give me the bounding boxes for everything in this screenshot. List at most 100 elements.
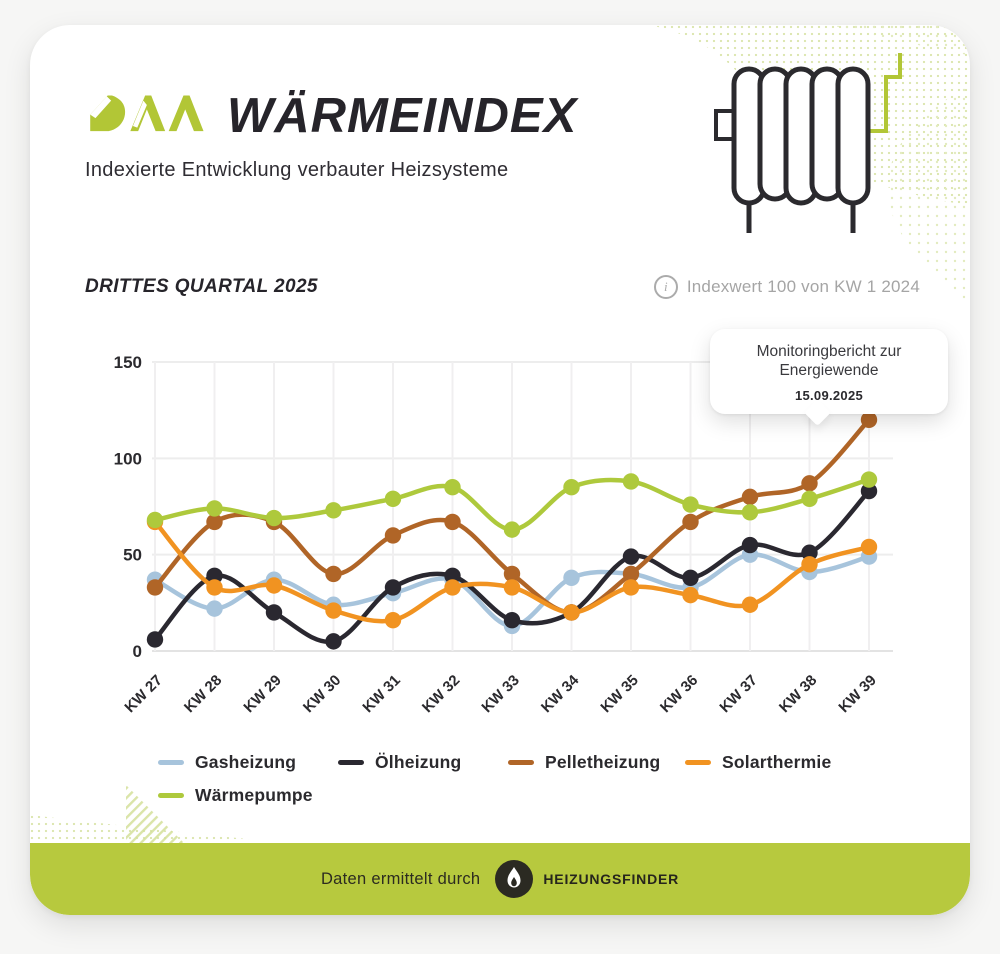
legend-swatch-gasheizung xyxy=(158,759,184,765)
legend-label-w-rmepumpe: Wärmepumpe xyxy=(195,784,313,805)
x-tick-label: KW 38 xyxy=(776,672,820,716)
data-point-solarthermie xyxy=(265,577,283,594)
data-point-w-rmepumpe xyxy=(384,490,402,507)
line-chart-canvas: 0 50 100 150 KW 27 KW 28 KW 29 KW 30 KW 31 KW 32 K… xyxy=(114,353,893,716)
radiator-icon xyxy=(714,53,902,233)
data-point-solarthermie xyxy=(622,579,640,596)
legend-item-pelletheizung: Pelletheizung xyxy=(508,749,685,775)
x-tick-label: KW 30 xyxy=(300,672,344,716)
daa-logo xyxy=(90,95,204,132)
legend-label-pelletheizung: Pelletheizung xyxy=(545,751,661,772)
y-tick-label: 50 xyxy=(123,546,142,565)
data-point--lheizung xyxy=(384,579,402,596)
data-point--lheizung xyxy=(682,569,699,586)
x-tick-label: KW 33 xyxy=(478,672,522,716)
data-point-w-rmepumpe xyxy=(206,500,223,517)
data-point-gasheizung xyxy=(206,600,223,617)
data-point-pelletheizung xyxy=(146,579,164,596)
data-point--lheizung xyxy=(444,567,461,585)
data-point-solarthermie xyxy=(384,611,402,629)
legend-swatch--lheizung xyxy=(338,759,364,765)
data-point-pelletheizung xyxy=(444,513,461,531)
data-point-w-rmepumpe xyxy=(265,509,283,527)
legend-label-solarthermie: Solarthermie xyxy=(722,751,832,772)
x-tick-label: KW 28 xyxy=(181,672,225,716)
y-tick-label: 150 xyxy=(114,353,142,372)
flame-icon xyxy=(495,860,534,898)
x-tick-label: KW 34 xyxy=(538,671,583,716)
data-point-solarthermie xyxy=(325,602,342,619)
data-point-pelletheizung xyxy=(503,565,521,583)
footer-bar: Daten ermittelt durch HEIZUNGSFINDER xyxy=(30,843,970,915)
data-point-solarthermie xyxy=(503,579,521,596)
legend-item-w-rmepumpe: Wärmepumpe xyxy=(158,782,338,808)
data-point-pelletheizung xyxy=(206,513,223,531)
brand-name: HEIZUNGSFINDER xyxy=(543,871,680,887)
data-point-w-rmepumpe xyxy=(503,521,521,538)
y-tick-label: 100 xyxy=(114,449,142,468)
data-point--lheizung xyxy=(741,536,759,554)
data-point-pelletheizung xyxy=(622,565,640,583)
data-point-pelletheizung xyxy=(682,513,699,531)
data-point-w-rmepumpe xyxy=(741,504,759,521)
data-point-w-rmepumpe xyxy=(146,511,164,529)
data-point-w-rmepumpe xyxy=(801,490,818,507)
y-tick-label: 0 xyxy=(133,642,142,661)
header: WÄRMEINDEX Indexierte Entwicklung verbau… xyxy=(85,87,577,182)
index-note: Indexwert 100 von KW 1 2024 xyxy=(686,277,920,296)
data-point-solarthermie xyxy=(682,586,699,604)
data-point--lheizung xyxy=(325,633,342,650)
legend-item--lheizung: Ölheizung xyxy=(338,749,508,775)
legend-item-solarthermie: Solarthermie xyxy=(685,749,880,775)
legend-swatch-pelletheizung xyxy=(508,759,534,765)
data-point-pelletheizung xyxy=(741,488,759,506)
legend-swatch-w-rmepumpe xyxy=(158,792,184,798)
x-tick-label: KW 27 xyxy=(121,672,165,716)
data-point--lheizung xyxy=(860,482,878,500)
tooltip-text-line2: Energiewende xyxy=(779,362,879,380)
x-tick-label: KW 31 xyxy=(359,672,403,716)
annotation-tooltip: Monitoringbericht zur Energiewende 15.09… xyxy=(710,329,948,426)
data-point-solarthermie xyxy=(206,579,223,596)
x-tick-label: KW 37 xyxy=(716,672,760,716)
x-tick-label: KW 39 xyxy=(835,672,879,716)
data-point--lheizung xyxy=(146,631,164,648)
info-circle-icon: i xyxy=(653,275,678,299)
halftone-strip-decoration xyxy=(30,815,290,843)
data-point-w-rmepumpe xyxy=(563,479,580,496)
heizungsfinder-badge: HEIZUNGSFINDER xyxy=(495,860,679,898)
data-point-w-rmepumpe xyxy=(622,473,640,490)
page-subtitle: Indexierte Entwicklung verbauter Heizsys… xyxy=(85,159,509,181)
x-tick-label: KW 36 xyxy=(657,672,701,716)
data-point--lheizung xyxy=(503,611,521,629)
legend-label--lheizung: Ölheizung xyxy=(375,751,462,772)
data-point-pelletheizung xyxy=(860,411,878,428)
data-point-solarthermie xyxy=(741,596,759,613)
data-point--lheizung xyxy=(801,544,818,561)
data-point-solarthermie xyxy=(563,604,580,621)
infographic-card: WÄRMEINDEX Indexierte Entwicklung verbau… xyxy=(30,25,970,915)
page-title: WÄRMEINDEX xyxy=(227,89,578,143)
section-title: DRITTES QUARTAL 2025 xyxy=(85,276,318,297)
data-point-w-rmepumpe xyxy=(444,479,461,496)
tooltip-date: 15.09.2025 xyxy=(794,387,864,403)
data-point-pelletheizung xyxy=(325,565,342,583)
legend-swatch-solarthermie xyxy=(685,759,711,765)
x-tick-label: KW 29 xyxy=(240,672,284,716)
data-point-gasheizung xyxy=(563,569,580,586)
data-point-w-rmepumpe xyxy=(682,496,699,513)
index-note-group: i Indexwert 100 von KW 1 2024 xyxy=(653,275,920,299)
data-point-solarthermie xyxy=(801,556,818,573)
data-point-solarthermie xyxy=(860,538,878,556)
data-point-pelletheizung xyxy=(384,527,402,544)
data-point-pelletheizung xyxy=(801,475,818,492)
data-point--lheizung xyxy=(265,604,283,621)
data-point--lheizung xyxy=(206,567,223,585)
x-tick-label: KW 35 xyxy=(597,672,641,716)
legend-item-gasheizung: Gasheizung xyxy=(158,749,338,775)
data-point-solarthermie xyxy=(444,579,461,596)
data-point-w-rmepumpe xyxy=(860,471,878,488)
x-tick-label: KW 32 xyxy=(419,672,463,716)
chart-legend: Gasheizung Ölheizung Pelletheizung Solarthe… xyxy=(158,749,888,815)
